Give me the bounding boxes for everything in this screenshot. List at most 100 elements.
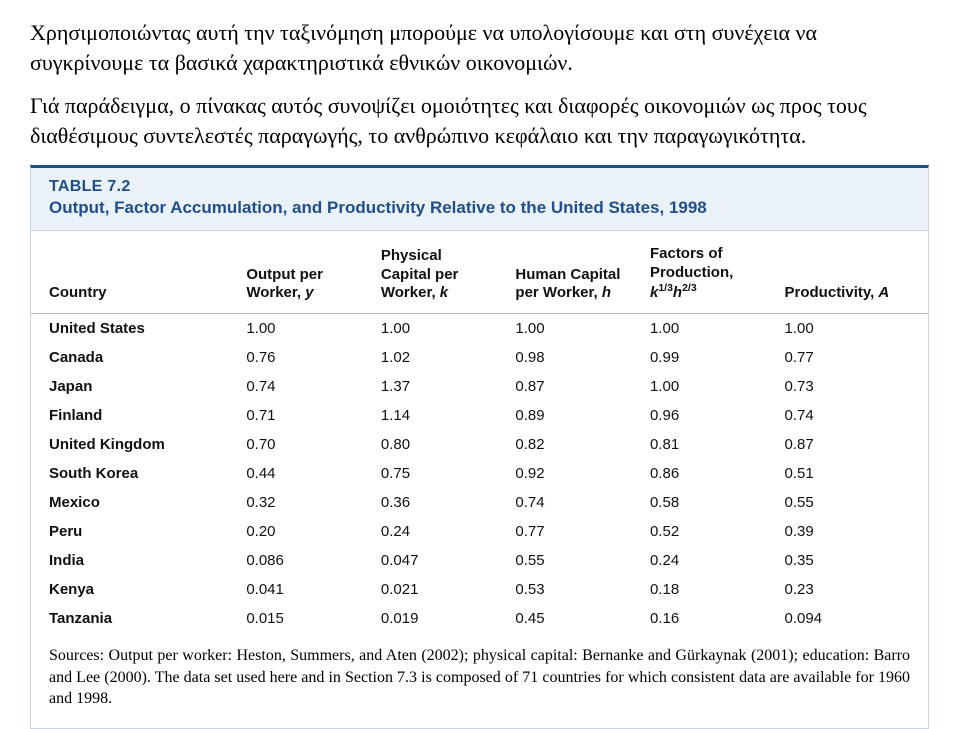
cell-k: 0.36 [363, 488, 498, 517]
cell-country: Finland [31, 401, 228, 430]
col-header-factors-exp1: 1/3 [658, 282, 673, 294]
col-header-prod-var: A [878, 284, 889, 301]
table-header: TABLE 7.2 Output, Factor Accumulation, a… [31, 168, 928, 231]
cell-h: 0.89 [497, 401, 632, 430]
intro-paragraph-1: Χρησιμοποιώντας αυτή την ταξινόμηση μπορ… [30, 18, 929, 77]
cell-f: 1.00 [632, 314, 767, 344]
col-header-output: Output per Worker, y [228, 231, 363, 314]
cell-y: 0.20 [228, 517, 363, 546]
table-row: Peru0.200.240.770.520.39 [31, 517, 928, 546]
cell-a: 0.094 [767, 604, 928, 633]
cell-y: 0.041 [228, 575, 363, 604]
cell-y: 0.70 [228, 430, 363, 459]
cell-f: 0.96 [632, 401, 767, 430]
cell-a: 0.23 [767, 575, 928, 604]
cell-y: 0.015 [228, 604, 363, 633]
col-header-output-line2-pre: Worker, [246, 284, 305, 301]
cell-a: 0.87 [767, 430, 928, 459]
cell-a: 0.74 [767, 401, 928, 430]
cell-a: 0.51 [767, 459, 928, 488]
table-row: United Kingdom0.700.800.820.810.87 [31, 430, 928, 459]
col-header-productivity: Productivity, A [767, 231, 928, 314]
cell-f: 0.81 [632, 430, 767, 459]
col-header-factors-l1: Factors of [650, 245, 723, 262]
cell-f: 1.00 [632, 372, 767, 401]
cell-a: 0.39 [767, 517, 928, 546]
table-row: Mexico0.320.360.740.580.55 [31, 488, 928, 517]
cell-k: 1.37 [363, 372, 498, 401]
col-header-physical: Physical Capital per Worker, k [363, 231, 498, 314]
cell-f: 0.99 [632, 343, 767, 372]
col-header-human-var: h [602, 284, 611, 301]
cell-y: 0.086 [228, 546, 363, 575]
col-header-output-line1: Output per [246, 266, 323, 283]
table-row: Canada0.761.020.980.990.77 [31, 343, 928, 372]
table-head: Country Output per Worker, y Physical Ca… [31, 231, 928, 314]
cell-country: Tanzania [31, 604, 228, 633]
cell-f: 0.52 [632, 517, 767, 546]
cell-h: 0.55 [497, 546, 632, 575]
col-header-prod-pre: Productivity, [785, 284, 879, 301]
cell-h: 0.87 [497, 372, 632, 401]
cell-h: 0.82 [497, 430, 632, 459]
col-header-human-l2-pre: per Worker, [515, 284, 601, 301]
cell-k: 1.14 [363, 401, 498, 430]
table-row: India0.0860.0470.550.240.35 [31, 546, 928, 575]
cell-k: 1.02 [363, 343, 498, 372]
cell-country: Canada [31, 343, 228, 372]
cell-a: 1.00 [767, 314, 928, 344]
cell-country: India [31, 546, 228, 575]
economics-table: Country Output per Worker, y Physical Ca… [31, 231, 928, 633]
cell-f: 0.18 [632, 575, 767, 604]
cell-country: South Korea [31, 459, 228, 488]
col-header-factors: Factors of Production, k1/3h2/3 [632, 231, 767, 314]
cell-a: 0.35 [767, 546, 928, 575]
cell-h: 0.53 [497, 575, 632, 604]
cell-h: 0.98 [497, 343, 632, 372]
intro-paragraph-2: Γιά παράδειγμα, ο πίνακας αυτός συνοψίζε… [30, 91, 929, 150]
table-title: Output, Factor Accumulation, and Product… [49, 198, 910, 218]
cell-a: 0.77 [767, 343, 928, 372]
cell-k: 0.021 [363, 575, 498, 604]
table-row: Finland0.711.140.890.960.74 [31, 401, 928, 430]
table-row: United States1.001.001.001.001.00 [31, 314, 928, 344]
col-header-country: Country [31, 231, 228, 314]
cell-y: 1.00 [228, 314, 363, 344]
col-header-human: Human Capital per Worker, h [497, 231, 632, 314]
cell-h: 1.00 [497, 314, 632, 344]
cell-f: 0.86 [632, 459, 767, 488]
cell-country: Peru [31, 517, 228, 546]
cell-h: 0.77 [497, 517, 632, 546]
col-header-physical-l3-pre: Worker, [381, 284, 440, 301]
cell-f: 0.24 [632, 546, 767, 575]
cell-y: 0.32 [228, 488, 363, 517]
table-card: TABLE 7.2 Output, Factor Accumulation, a… [30, 165, 929, 729]
table-row: Kenya0.0410.0210.530.180.23 [31, 575, 928, 604]
col-header-output-var: y [305, 284, 313, 301]
col-header-factors-h: h [673, 284, 682, 301]
cell-y: 0.74 [228, 372, 363, 401]
cell-y: 0.71 [228, 401, 363, 430]
cell-h: 0.45 [497, 604, 632, 633]
col-header-physical-l2: Capital per [381, 266, 459, 283]
col-header-factors-exp2: 2/3 [682, 282, 697, 294]
cell-h: 0.92 [497, 459, 632, 488]
col-header-physical-var: k [440, 284, 448, 301]
table-row: Tanzania0.0150.0190.450.160.094 [31, 604, 928, 633]
cell-a: 0.55 [767, 488, 928, 517]
cell-k: 0.047 [363, 546, 498, 575]
col-header-factors-l2: Production, [650, 264, 733, 281]
cell-y: 0.44 [228, 459, 363, 488]
cell-k: 0.24 [363, 517, 498, 546]
cell-country: United States [31, 314, 228, 344]
col-header-physical-l1: Physical [381, 247, 442, 264]
cell-y: 0.76 [228, 343, 363, 372]
cell-country: Japan [31, 372, 228, 401]
cell-country: Mexico [31, 488, 228, 517]
cell-k: 0.019 [363, 604, 498, 633]
cell-k: 0.75 [363, 459, 498, 488]
cell-a: 0.73 [767, 372, 928, 401]
table-row: Japan0.741.370.871.000.73 [31, 372, 928, 401]
col-header-human-l1: Human Capital [515, 266, 620, 283]
table-sources: Sources: Output per worker: Heston, Summ… [31, 633, 928, 728]
